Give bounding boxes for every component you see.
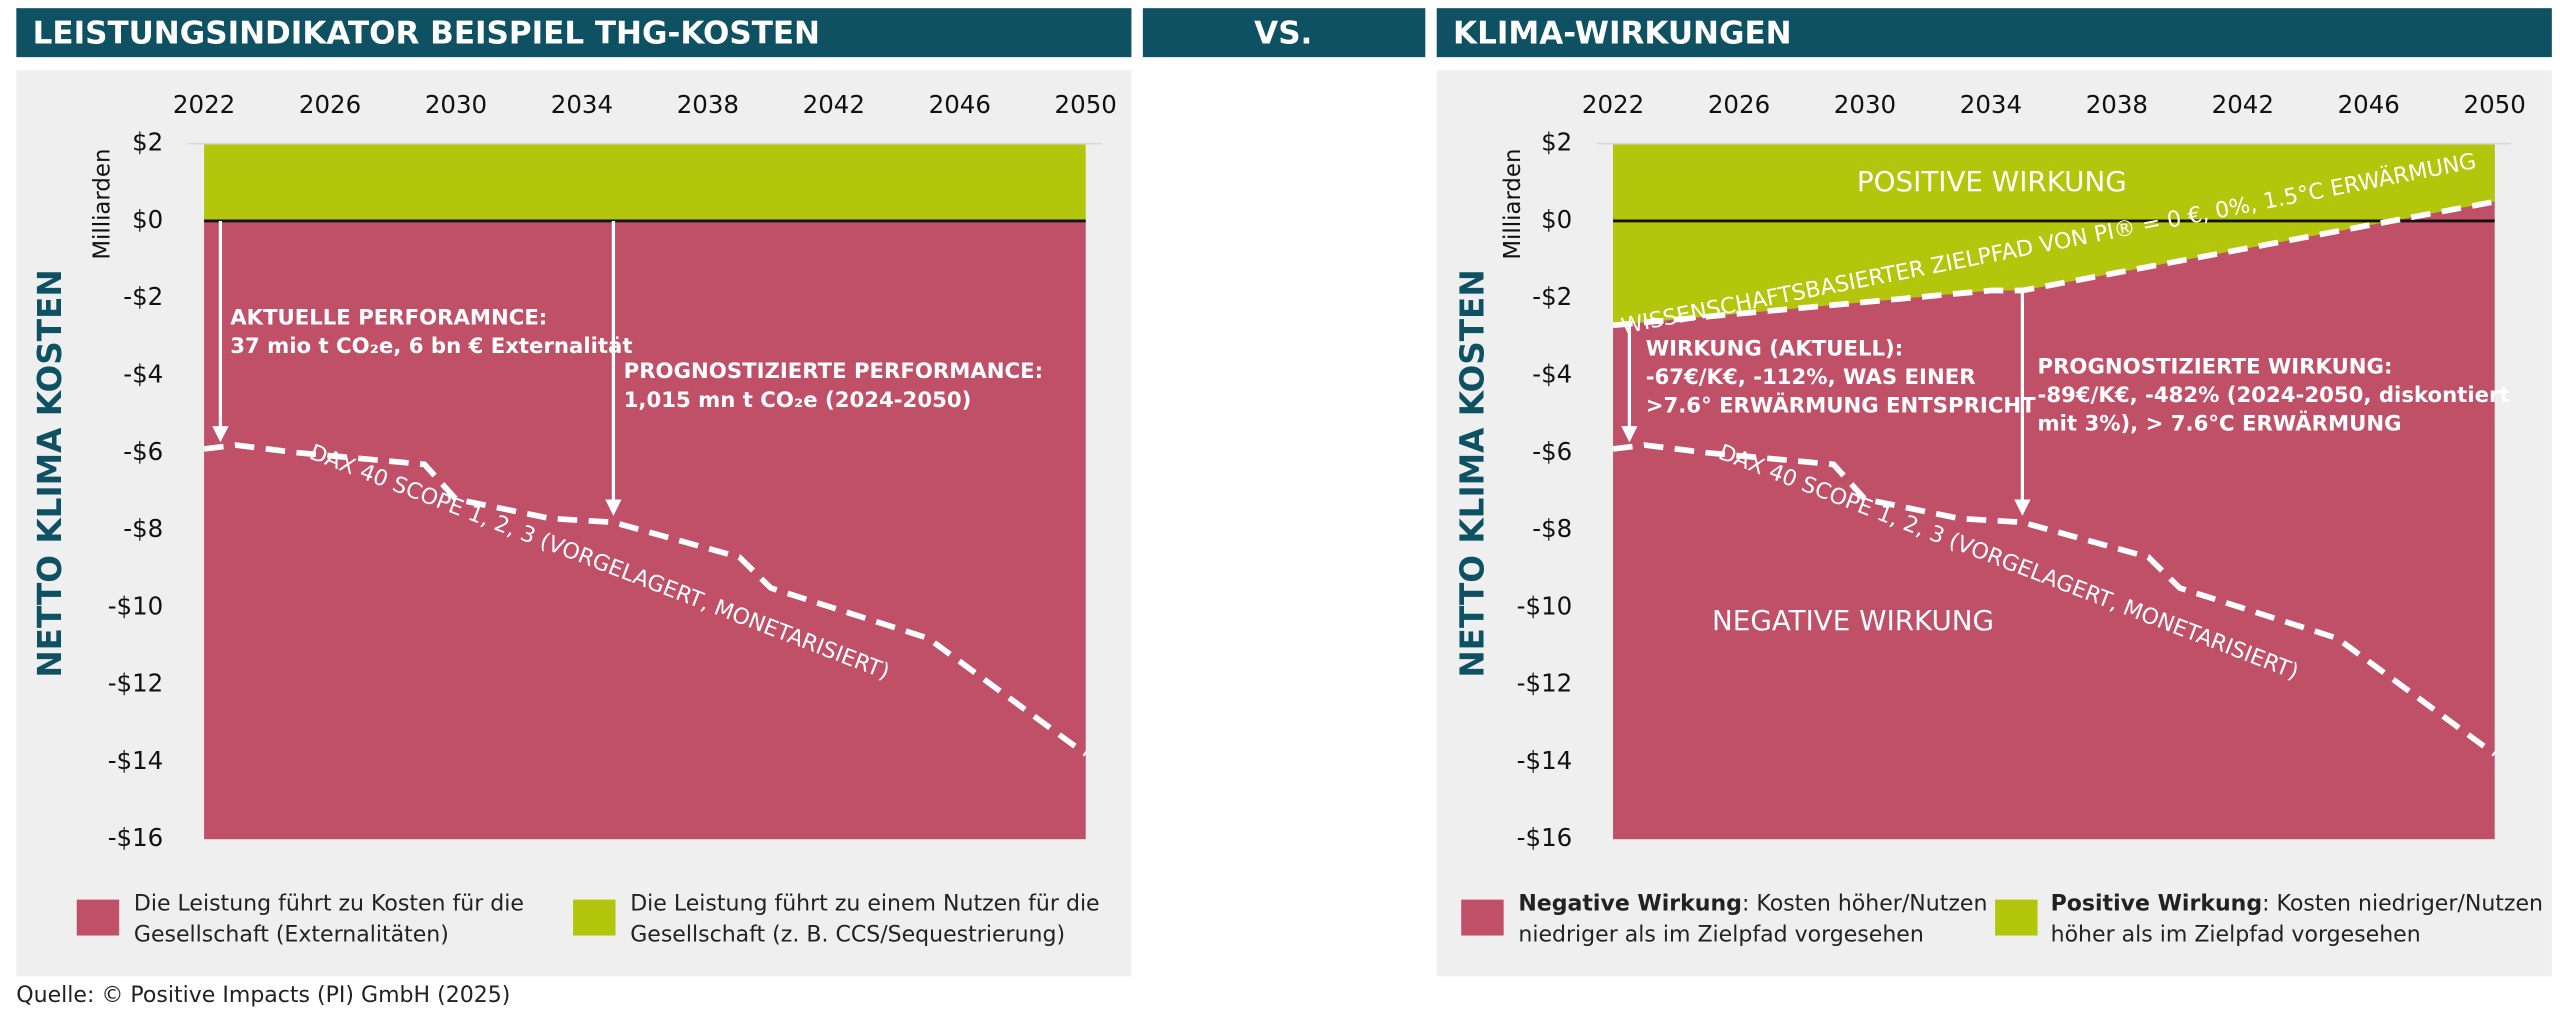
y-tick-label: $0 (132, 205, 163, 234)
x-tick-label: 2042 (803, 90, 865, 119)
y-tick-label: -$14 (1517, 746, 1573, 775)
region-label: POSITIVE WIRKUNG (1857, 165, 2127, 198)
header-bar (16, 8, 1132, 58)
y-axis-title: NETTO KLIMA KOSTEN (1453, 269, 1491, 677)
x-tick-label: 2042 (2212, 90, 2274, 119)
legend-text: Negative Wirkung: Kosten höher/Nutzen (1518, 892, 1987, 917)
annotation: 37 mio t CO₂e, 6 bn € Externalität (230, 334, 632, 359)
y-tick-label: -$8 (1532, 514, 1572, 543)
legend-swatch (1461, 899, 1504, 936)
legend-text: höher als im Zielpfad vorgesehen (2051, 923, 2421, 948)
legend-text: Gesellschaft (Externalitäten) (134, 923, 449, 948)
arrow-head (1621, 426, 1638, 443)
header-vs: VS. (1254, 15, 1312, 51)
y-tick-label: -$10 (1517, 591, 1573, 620)
legend-text: Die Leistung führt zu einem Nutzen für d… (630, 892, 1099, 917)
y-tick-label: -$4 (123, 360, 163, 389)
annotation: WIRKUNG (AKTUELL): (1646, 336, 1903, 361)
annotation: -89€/K€, -482% (2024-2050, diskontiert (2038, 383, 2510, 408)
annotation: -67€/K€, -112%, WAS EINER (1646, 365, 1976, 390)
legend-text-part: : Kosten höher/Nutzen (1742, 892, 1988, 917)
y-tick-label: -$16 (1517, 823, 1573, 852)
arrow-head (2014, 499, 2031, 516)
y-tick-label: -$8 (123, 514, 163, 543)
y-tick-label: -$2 (123, 282, 163, 311)
y-tick-label: $2 (132, 128, 163, 157)
region-label: NEGATIVE WIRKUNG (1712, 604, 1994, 637)
annotation: PROGNOSTIZIERTE PERFORMANCE: (624, 359, 1043, 384)
annotation: mit 3%), > 7.6°C ERWÄRMUNG (2038, 411, 2402, 437)
legend-text: Die Leistung führt zu Kosten für die (134, 892, 524, 917)
header-bar (1436, 8, 2552, 58)
negative-region (204, 220, 1086, 840)
legend-text: niedriger als im Zielpfad vorgesehen (1518, 923, 1923, 948)
y-axis-label: Milliarden (89, 149, 115, 260)
legend-swatch (1995, 899, 2038, 936)
series-line (1612, 198, 2496, 329)
legend-swatch (76, 899, 120, 936)
y-tick-label: -$12 (108, 669, 164, 698)
y-tick-label: -$2 (1532, 282, 1572, 311)
legend-label: Negative Wirkung (1518, 892, 1742, 917)
arrow-head (212, 426, 229, 443)
y-tick-label: -$12 (1517, 669, 1573, 698)
y-axis-label: Milliarden (1500, 149, 1526, 260)
annotation: PROGNOSTIZIERTE WIRKUNG: (2038, 354, 2393, 379)
x-tick-label: 2022 (173, 90, 235, 119)
x-tick-label: 2030 (1834, 90, 1896, 119)
annotation: 1,015 mn t CO₂e (2024-2050) (624, 388, 972, 413)
legend-text-part: : Kosten niedriger/Nutzen (2262, 892, 2543, 917)
annotation: AKTUELLE PERFORAMNCE: (230, 305, 547, 330)
x-tick-label: 2034 (1960, 90, 2022, 119)
y-tick-label: $2 (1541, 128, 1572, 157)
arrow-head (605, 499, 622, 516)
y-tick-label: -$6 (1532, 437, 1572, 466)
header-bar (1142, 8, 1426, 58)
legend-text: Gesellschaft (z. B. CCS/Sequestrierung) (630, 923, 1065, 948)
x-tick-label: 2038 (677, 90, 739, 119)
y-tick-label: -$10 (108, 591, 164, 620)
legend-swatch (573, 899, 616, 936)
positive-region (1613, 143, 2495, 326)
legend-text-part: Die Leistung führt zu einem Nutzen für d… (630, 892, 1099, 917)
x-tick-label: 2038 (2086, 90, 2148, 119)
x-tick-label: 2026 (1708, 90, 1770, 119)
y-tick-label: -$16 (108, 823, 164, 852)
x-tick-label: 2050 (2464, 90, 2526, 119)
source-note: Quelle: © Positive Impacts (PI) GmbH (20… (16, 983, 510, 1008)
y-tick-label: -$6 (123, 437, 163, 466)
y-tick-label: -$14 (108, 746, 164, 775)
y-axis-title: NETTO KLIMA KOSTEN (31, 269, 69, 677)
legend-text-part: Die Leistung führt zu Kosten für die (134, 892, 524, 917)
x-tick-label: 2050 (1055, 90, 1117, 119)
x-tick-label: 2026 (299, 90, 361, 119)
header-title: KLIMA-WIRKUNGEN (1453, 15, 1792, 51)
legend-text: Positive Wirkung: Kosten niedriger/Nutze… (2051, 892, 2543, 917)
legend-label: Positive Wirkung (2051, 892, 2263, 917)
annotation: >7.6° ERWÄRMUNG ENTSPRICHT (1646, 393, 2036, 419)
y-tick-label: $0 (1541, 205, 1572, 234)
x-tick-label: 2046 (2338, 90, 2400, 119)
x-tick-label: 2022 (1582, 90, 1644, 119)
y-tick-label: -$4 (1532, 360, 1572, 389)
x-tick-label: 2030 (425, 90, 487, 119)
positive-region (204, 143, 1086, 221)
header-title: LEISTUNGSINDIKATOR BEISPIEL THG-KOSTEN (33, 15, 820, 51)
x-tick-label: 2046 (929, 90, 991, 119)
x-tick-label: 2034 (551, 90, 613, 119)
